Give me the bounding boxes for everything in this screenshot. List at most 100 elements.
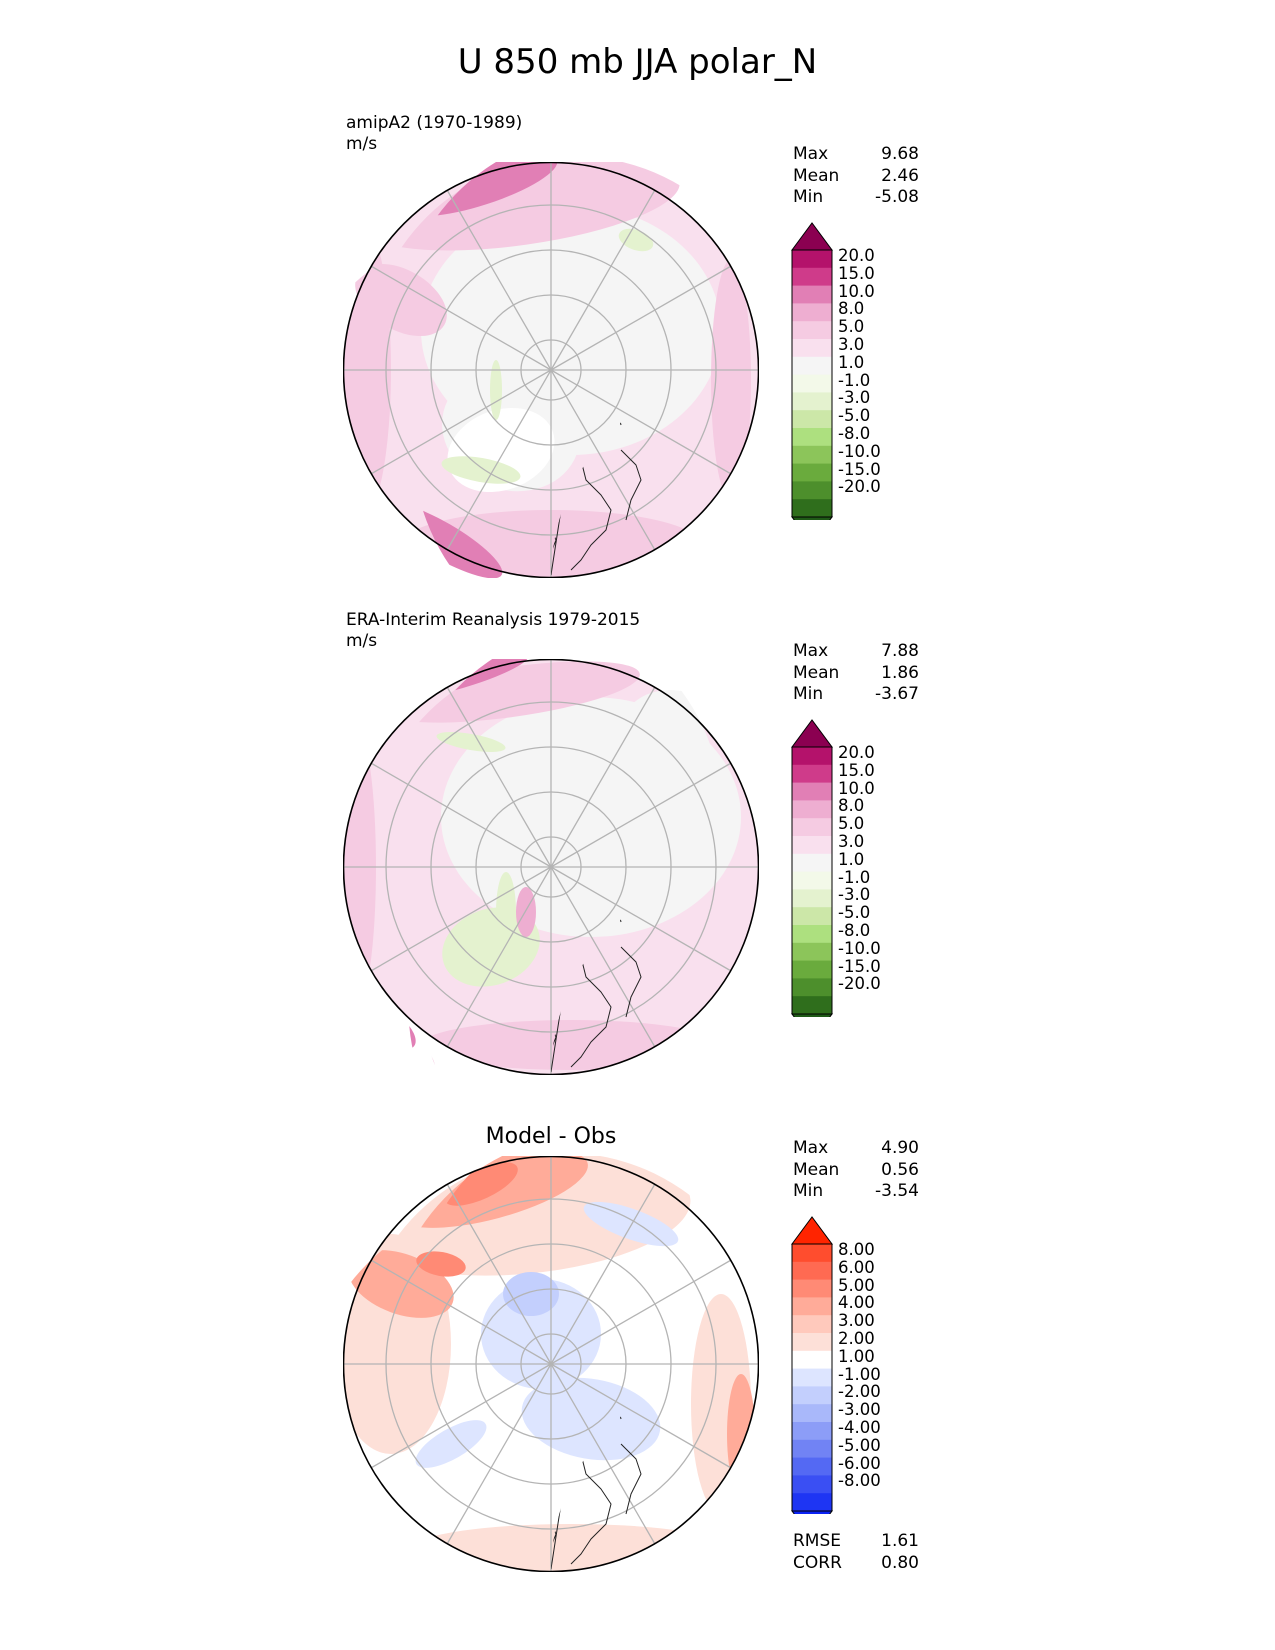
colorbar-tick-label: -4.00 xyxy=(838,1417,881,1437)
field-region xyxy=(496,872,516,952)
colorbar-segment xyxy=(792,925,832,944)
stat-row: Min -3.67 xyxy=(793,684,919,706)
colorbar-segment xyxy=(792,1439,832,1458)
colorbar-tick-label: 5.0 xyxy=(838,814,865,834)
panel2-label-block: ERA-Interim Reanalysis 1979-2015 m/s xyxy=(346,610,640,652)
field-region xyxy=(436,732,506,752)
colorbar-tick-label: -1.0 xyxy=(838,370,871,390)
graticule-meridian xyxy=(370,1259,552,1365)
graticule-meridian xyxy=(550,1183,656,1365)
graticule-meridian xyxy=(550,762,732,868)
graticule-meridian xyxy=(370,866,552,972)
colorbar-segment xyxy=(792,853,832,872)
colorbar-segment xyxy=(792,428,832,447)
colorbar-tick-label: 20.0 xyxy=(838,246,875,265)
colorbar-tick-label: 8.00 xyxy=(838,1240,875,1259)
stat-name: Mean xyxy=(793,165,840,186)
panel1-label: amipA2 (1970-1989) xyxy=(346,113,523,133)
colorbar-tick-label: -8.00 xyxy=(838,1471,881,1491)
panel2-units: m/s xyxy=(346,631,378,651)
field-region xyxy=(441,456,521,484)
colorbar-tick-label: 4.00 xyxy=(838,1293,875,1313)
colorbar-segment xyxy=(792,907,832,926)
map-boundary xyxy=(343,1156,759,1572)
graticule-meridian xyxy=(370,265,552,371)
stat-name: Min xyxy=(793,684,824,704)
panel1-units: m/s xyxy=(346,134,378,154)
colorbar-segment xyxy=(792,339,832,358)
metric-value: 0.80 xyxy=(881,1552,919,1573)
colorbar-segment xyxy=(792,1404,832,1423)
colorbar-tick-label: 8.0 xyxy=(838,796,865,816)
colorbar-tick-label: 3.00 xyxy=(838,1311,875,1331)
field-region xyxy=(442,907,540,987)
colorbar-segment xyxy=(792,1315,832,1334)
colorbar-tick-label: -15.0 xyxy=(838,459,881,479)
colorbar-segment xyxy=(792,1475,832,1494)
coastline xyxy=(620,946,642,1018)
colorbar-tick-label: -3.0 xyxy=(838,388,871,408)
colorbar-tick-label: -10.0 xyxy=(838,938,881,958)
colorbar-tick-label: 10.0 xyxy=(838,778,875,798)
colorbar-tick-label: -5.00 xyxy=(838,1435,881,1455)
panel3-title: Model - Obs xyxy=(485,1124,617,1149)
coastline xyxy=(570,956,612,1068)
graticule-meridian xyxy=(550,369,656,551)
stat-name: Max xyxy=(793,144,829,164)
map-boundary xyxy=(343,659,759,1075)
coastline xyxy=(570,459,612,571)
graticule-meridian xyxy=(550,866,656,1048)
field-region xyxy=(727,1374,755,1494)
graticule-meridian xyxy=(446,369,552,551)
colorbar-segment xyxy=(792,303,832,322)
coastline xyxy=(620,449,642,521)
colorbar-segment xyxy=(792,1386,832,1405)
colorbar-segment xyxy=(792,764,832,783)
panel2-stats: Max 7.88 Mean 1.86 Min -3.67 xyxy=(793,641,919,706)
colorbar-tick-label: -3.00 xyxy=(838,1400,881,1420)
colorbar-tick-label: -2.00 xyxy=(838,1382,881,1402)
colorbar-segment xyxy=(792,978,832,997)
colorbar-frame xyxy=(791,746,833,1015)
panel1-colorbar-labels: 20.0 15.0 10.0 8.0 5.0 3.0 1.0 -1.0 -3.0 -5.0 -8.0… xyxy=(838,247,881,496)
colorbar-tick-label: 5.00 xyxy=(838,1275,875,1295)
colorbar-segment xyxy=(792,267,832,286)
colorbar-tick-label: 10.0 xyxy=(838,281,875,301)
colorbar-segment xyxy=(792,960,832,979)
coastline xyxy=(570,1453,612,1565)
colorbar-segment xyxy=(792,996,832,1015)
graticule-meridian xyxy=(550,265,732,371)
colorbar-tick-label: 20.0 xyxy=(838,743,875,762)
stat-name: Mean xyxy=(793,1159,840,1180)
colorbar-segment xyxy=(792,782,832,801)
graticule-meridian xyxy=(446,866,552,1048)
colorbar-tick-label: 1.0 xyxy=(838,352,865,372)
stat-value: -3.54 xyxy=(875,1181,919,1201)
graticule-meridian xyxy=(550,866,732,972)
colorbar-segment xyxy=(792,285,832,304)
colorbar-segment xyxy=(792,800,832,819)
stat-name: Max xyxy=(793,1138,829,1158)
graticule-meridian xyxy=(446,686,552,868)
colorbar-extend-max xyxy=(791,222,833,251)
colorbar-tick-label: -1.00 xyxy=(838,1364,881,1384)
colorbar-tick-label: -6.00 xyxy=(838,1453,881,1473)
colorbar-tick-label: -5.0 xyxy=(838,903,871,923)
colorbar-tick-label: 2.00 xyxy=(838,1328,875,1348)
colorbar-tick-label: -20.0 xyxy=(838,974,881,994)
graticule-meridian xyxy=(370,369,552,475)
colorbar-segment xyxy=(792,942,832,961)
colorbar-tick-label: 8.0 xyxy=(838,299,865,319)
colorbar-tick-label: 1.00 xyxy=(838,1346,875,1366)
colorbar-tick-label: -15.0 xyxy=(838,956,881,976)
colorbar-segment xyxy=(792,1244,832,1263)
colorbar-tick-label: 6.00 xyxy=(838,1257,875,1277)
panel2-label: ERA-Interim Reanalysis 1979-2015 xyxy=(346,610,641,630)
coastline xyxy=(620,1443,642,1515)
panel3-colorbar-labels: 8.00 6.00 5.00 4.00 3.00 2.00 1.00 -1.00 -2.00 -3… xyxy=(838,1241,881,1490)
graticule-meridian xyxy=(446,1363,552,1545)
colorbar-segment xyxy=(792,499,832,518)
colorbar-segment xyxy=(792,481,832,500)
colorbar-tick-label: -8.0 xyxy=(838,423,871,443)
colorbar-segment xyxy=(792,463,832,482)
